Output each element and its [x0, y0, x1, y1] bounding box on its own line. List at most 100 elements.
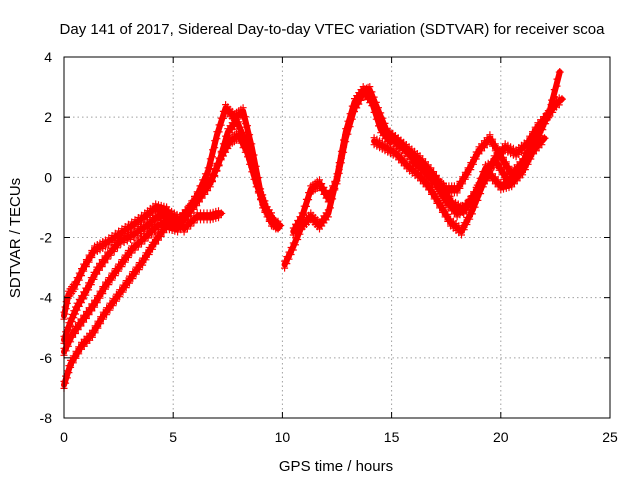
data-point-marker	[64, 342, 72, 350]
data-point-marker	[131, 239, 139, 247]
data-point-marker	[116, 293, 124, 301]
data-point-marker	[154, 225, 162, 233]
data-point-marker	[144, 234, 152, 242]
data-point-marker	[93, 299, 101, 307]
data-point-marker	[551, 101, 560, 110]
data-point-marker	[326, 204, 334, 212]
data-point-marker	[67, 363, 75, 371]
data-point-marker	[302, 202, 310, 210]
data-point-marker	[163, 203, 171, 211]
data-point-marker	[119, 288, 127, 296]
data-point-marker	[96, 266, 103, 274]
data-point-marker	[224, 145, 232, 152]
data-point-marker	[94, 324, 102, 332]
data-point-marker	[151, 228, 159, 236]
data-point-marker	[219, 152, 227, 160]
data-point-marker	[259, 191, 267, 199]
data-point-marker	[209, 177, 216, 185]
data-point-marker	[102, 285, 109, 293]
data-point-marker	[80, 295, 88, 303]
data-point-marker	[322, 187, 330, 195]
data-point-marker	[318, 180, 326, 188]
data-point-marker	[287, 251, 295, 258]
series-track-9	[409, 134, 549, 221]
data-point-marker	[142, 256, 150, 264]
data-point-marker	[134, 243, 142, 251]
data-point-marker	[138, 240, 145, 248]
data-point-marker	[190, 219, 198, 227]
data-point-marker	[201, 177, 209, 185]
data-point-marker	[538, 141, 546, 149]
data-point-marker	[145, 251, 153, 258]
data-point-marker	[434, 180, 442, 188]
data-point-marker	[549, 108, 557, 116]
data-point-marker	[135, 266, 143, 274]
data-point-marker	[149, 238, 156, 246]
data-point-marker	[215, 128, 223, 136]
data-point-marker	[353, 104, 361, 112]
data-point-marker	[124, 254, 132, 261]
data-point-marker	[331, 184, 339, 192]
data-point-marker	[446, 192, 454, 200]
data-point-marker	[296, 220, 304, 228]
data-point-marker	[196, 189, 204, 197]
data-point-marker	[93, 270, 101, 278]
data-point-marker	[128, 242, 136, 250]
data-point-marker	[351, 108, 358, 116]
x-tick-label: 15	[384, 429, 400, 445]
data-point-marker	[460, 226, 468, 234]
data-series	[60, 68, 566, 392]
data-point-marker	[204, 171, 212, 179]
data-point-marker	[107, 251, 115, 259]
data-point-marker	[72, 330, 79, 337]
data-point-marker	[112, 297, 120, 305]
data-point-marker	[500, 153, 507, 161]
data-point-marker	[80, 267, 88, 275]
data-point-marker	[88, 254, 96, 261]
data-point-marker	[91, 303, 99, 311]
data-point-marker	[180, 221, 188, 229]
data-point-marker	[546, 112, 554, 120]
data-point-marker	[129, 275, 137, 283]
data-point-marker	[467, 166, 475, 174]
data-point-marker	[466, 215, 474, 223]
data-point-marker	[377, 109, 385, 117]
data-point-marker	[324, 213, 332, 221]
data-point-marker	[141, 237, 149, 245]
data-point-marker	[141, 230, 149, 238]
data-point-marker	[375, 104, 382, 112]
data-point-marker	[209, 153, 216, 161]
data-point-marker	[363, 84, 370, 92]
data-point-marker	[77, 322, 85, 330]
data-point-marker	[108, 276, 116, 284]
data-point-marker	[73, 281, 81, 289]
data-point-marker	[326, 193, 334, 201]
data-point-marker	[126, 279, 133, 287]
data-point-marker	[110, 248, 118, 255]
data-point-marker	[96, 294, 104, 302]
data-point-marker	[99, 290, 107, 298]
data-point-marker	[524, 160, 532, 168]
data-point-marker	[444, 210, 452, 218]
data-point-marker	[252, 162, 260, 170]
data-point-marker	[241, 113, 249, 121]
data-point-marker	[183, 225, 191, 233]
data-point-marker	[72, 354, 80, 362]
data-point-marker	[491, 140, 499, 148]
y-tick-label: -4	[40, 290, 53, 306]
data-point-marker	[111, 272, 119, 280]
data-point-marker	[217, 156, 225, 164]
data-point-marker	[188, 204, 196, 212]
data-point-marker	[82, 291, 90, 299]
series-track-4	[60, 207, 226, 359]
tick-labels: 0 5 10 15 20 25 -8 -6 -4 -2 0 2 4	[40, 49, 618, 445]
data-point-marker	[320, 183, 328, 191]
data-point-marker	[142, 249, 150, 257]
data-point-marker	[505, 162, 513, 170]
x-tick-label: 25	[602, 429, 618, 445]
data-point-marker	[364, 90, 372, 98]
data-point-marker	[272, 218, 280, 226]
data-point-marker	[463, 221, 471, 228]
data-point-marker	[527, 155, 535, 163]
